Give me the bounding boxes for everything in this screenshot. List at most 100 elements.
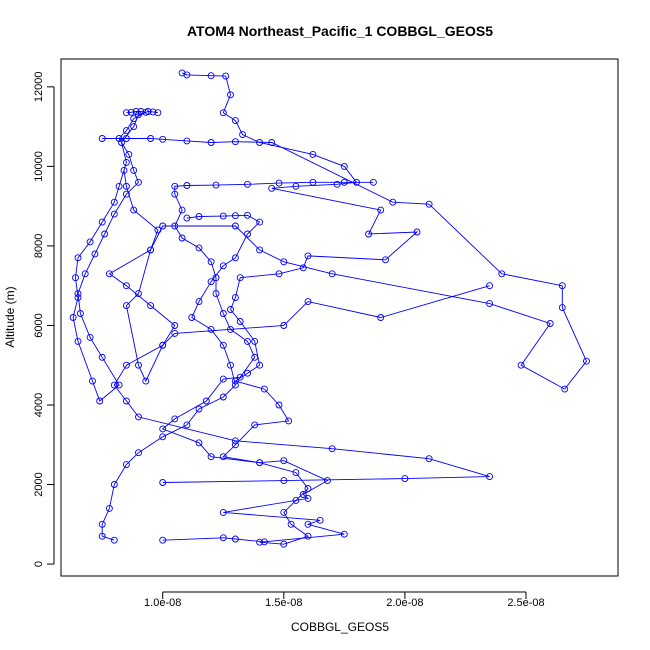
data-point: [377, 314, 385, 321]
data-point: [227, 361, 234, 369]
data-point: [178, 206, 186, 214]
data-point: [171, 182, 179, 190]
series-3-line: [72, 111, 158, 402]
data-point: [207, 278, 215, 286]
data-point: [76, 310, 84, 317]
data-point: [86, 333, 94, 341]
data-point: [98, 135, 106, 142]
data-point: [353, 178, 360, 186]
data-point: [159, 536, 167, 544]
data-point: [558, 282, 566, 290]
data-point: [159, 479, 167, 486]
data-point: [130, 115, 138, 123]
data-point: [227, 306, 234, 313]
data-point: [159, 425, 167, 433]
data-point: [219, 310, 227, 317]
chart-title: ATOM4 Northeast_Pacific_1 COBBGL_GEOS5: [187, 23, 493, 39]
data-point: [110, 198, 118, 206]
data-point: [183, 214, 191, 222]
data-point: [122, 302, 130, 310]
data-point: [219, 508, 227, 516]
data-point: [304, 252, 312, 260]
data-point: [323, 477, 331, 485]
data-point: [178, 234, 186, 242]
data-point: [130, 123, 138, 131]
data-point: [561, 385, 569, 393]
data-point: [149, 108, 157, 116]
data-point: [154, 109, 162, 117]
data-point: [256, 538, 264, 546]
x-tick-label: 2.0e-08: [386, 597, 423, 609]
data-point: [135, 413, 142, 421]
data-point: [125, 150, 133, 158]
data-point: [122, 158, 130, 166]
series-4-line: [102, 138, 588, 390]
data-point: [231, 138, 239, 146]
data-point: [304, 494, 312, 502]
data-point: [207, 258, 215, 266]
data-point: [147, 302, 155, 310]
data-point: [340, 162, 348, 170]
data-point: [292, 469, 300, 477]
data-point: [256, 246, 264, 254]
data-point: [425, 200, 433, 208]
data-point: [287, 520, 295, 528]
x-axis: 1.0e-08 1.5e-08 2.0e-08 2.5e-08: [144, 591, 545, 609]
series-layer: [69, 69, 590, 548]
data-point: [159, 433, 167, 441]
y-tick-label: 8000: [33, 234, 45, 258]
data-point: [304, 520, 312, 528]
data-point: [340, 530, 348, 538]
data-point: [171, 415, 179, 423]
data-point: [135, 178, 142, 186]
data-point: [219, 375, 227, 383]
data-point: [135, 111, 142, 119]
data-point: [219, 262, 227, 270]
data-point: [268, 139, 276, 146]
data-point: [222, 72, 230, 80]
y-axis: 0 2000 4000 6000 8000 10000 12000: [33, 72, 55, 567]
data-point: [280, 258, 288, 266]
data-point: [207, 139, 215, 146]
data-point: [227, 91, 234, 99]
data-point: [365, 230, 373, 238]
data-point: [110, 381, 118, 389]
data-point: [171, 190, 179, 198]
data-point: [122, 109, 130, 117]
data-point: [147, 135, 155, 142]
data-point: [546, 320, 554, 327]
y-tick-label: 6000: [33, 313, 45, 337]
data-point: [195, 298, 203, 306]
data-point: [280, 457, 288, 465]
data-point: [231, 254, 239, 262]
x-tick-label: 1.5e-08: [265, 597, 302, 609]
series-6-line: [108, 170, 490, 483]
data-point: [171, 322, 179, 329]
data-point: [212, 181, 220, 189]
data-point: [115, 182, 123, 190]
data-point: [328, 445, 336, 453]
data-point: [304, 532, 312, 540]
data-point: [195, 213, 203, 220]
data-point: [389, 198, 397, 206]
data-point: [236, 318, 244, 325]
data-point: [135, 361, 142, 369]
data-point: [195, 405, 203, 413]
data-point: [74, 294, 82, 302]
y-tick-label: 12000: [33, 72, 45, 103]
data-point: [74, 290, 82, 298]
data-point: [292, 182, 300, 190]
data-point: [130, 166, 138, 174]
y-tick-label: 2000: [33, 472, 45, 496]
data-point: [239, 131, 247, 139]
data-point: [69, 314, 77, 321]
data-point: [275, 179, 283, 187]
data-point: [304, 485, 312, 492]
data-point: [219, 453, 227, 461]
data-point: [219, 109, 227, 117]
data-point: [183, 137, 191, 145]
data-point: [207, 72, 215, 80]
data-point: [98, 353, 106, 361]
data-point: [369, 178, 377, 186]
